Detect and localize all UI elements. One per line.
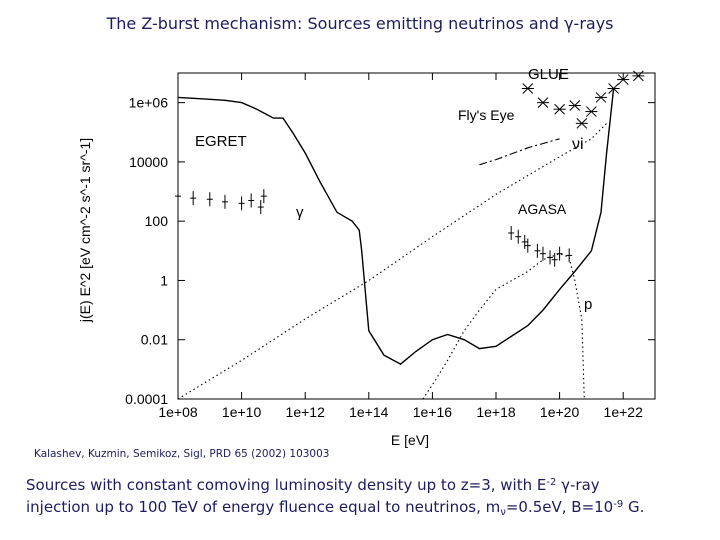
egret-data-point xyxy=(190,191,197,206)
agasa-data-point xyxy=(508,225,515,240)
glue-data-point xyxy=(536,97,549,108)
agasa-data-point xyxy=(551,252,558,267)
x-axis-label: E [eV] xyxy=(391,432,429,448)
agasa-data-point xyxy=(524,238,531,253)
agasa-data-point xyxy=(521,234,528,249)
agasa-data-point xyxy=(539,246,546,261)
egret-data-point xyxy=(175,189,181,204)
glue-data-point xyxy=(568,100,581,111)
caption-text-3: injection up to 100 TeV of energy fluenc… xyxy=(26,498,501,516)
y-axis-ticks: 1e+06 10000 100 1 0.01 0.0001 xyxy=(125,95,655,407)
chart-series-labels: EGRET γ GLUE Fly's Eye νi AGASA p xyxy=(195,66,592,313)
glue-data-point xyxy=(632,70,645,82)
chart: 1e+08 1e+10 1e+12 1e+14 1e+16 1e+18 1e+20 1e+22… xyxy=(77,66,656,448)
x-tick-label: 1e+16 xyxy=(413,404,453,420)
x-tick-label: 1e+14 xyxy=(349,404,389,420)
x-tick-label: 1e+12 xyxy=(286,404,326,420)
agasa-data-point xyxy=(566,248,573,263)
caption-exponent-2: -9 xyxy=(613,499,624,510)
x-tick-label: 1e+22 xyxy=(604,404,644,420)
x-tick-label: 1e+18 xyxy=(476,404,516,420)
glue-data-point xyxy=(607,83,620,94)
glue-data-point xyxy=(553,103,566,115)
y-tick-label: 10000 xyxy=(129,154,168,170)
glue-data-point xyxy=(585,106,598,117)
series-label-p: p xyxy=(584,296,592,313)
glue-data-point xyxy=(575,117,588,129)
x-tick-label: 1e+08 xyxy=(158,404,198,420)
series-label-agasa: AGASA xyxy=(518,201,567,217)
agasa-data-point xyxy=(556,246,563,261)
plot-border xyxy=(177,72,656,400)
plot-frame xyxy=(177,72,656,400)
egret-data-point xyxy=(248,193,255,208)
caption-text-2: γ-ray xyxy=(556,476,600,494)
caption: Sources with constant comoving luminosit… xyxy=(26,474,716,518)
agasa-data-point xyxy=(547,250,554,265)
egret-data-point xyxy=(257,200,264,215)
series-label-egret: EGRET xyxy=(195,133,247,150)
caption-text-1: Sources with constant comoving luminosit… xyxy=(26,476,547,494)
egret-data-point xyxy=(238,196,245,211)
y-axis-label: j(E) E^2 [eV cm^-2 s^-1 sr^-1] xyxy=(77,138,93,323)
series-line-fly-s-eye xyxy=(479,138,560,166)
caption-text-4: =0.5eV, B=10 xyxy=(505,498,614,516)
series-line-- xyxy=(177,88,615,365)
citation: Kalashev, Kuzmin, Semikoz, Sigl, PRD 65 … xyxy=(34,448,330,460)
series-line-p xyxy=(422,253,585,400)
series-label--: γ xyxy=(296,204,304,221)
egret-data-point xyxy=(221,194,228,209)
glue-data-point xyxy=(617,74,630,85)
chart-series-lines xyxy=(177,88,615,400)
y-tick-label: 100 xyxy=(145,213,169,229)
y-tick-label: 1 xyxy=(160,272,168,288)
y-tick-label: 0.0001 xyxy=(125,391,168,407)
egret-data-point xyxy=(206,192,213,207)
series-label-glue: GLUE xyxy=(528,66,569,83)
caption-exponent-1: -2 xyxy=(546,477,557,488)
y-tick-label: 0.01 xyxy=(141,332,168,348)
chart-data-markers xyxy=(175,70,645,267)
agasa-data-point xyxy=(515,229,522,244)
x-tick-label: 1e+10 xyxy=(222,404,262,420)
x-tick-label: 1e+20 xyxy=(540,404,580,420)
series-label--i: νi xyxy=(572,136,584,153)
series-label-fly-s-eye: Fly's Eye xyxy=(458,107,515,123)
y-tick-label: 1e+06 xyxy=(129,95,169,111)
agasa-data-point xyxy=(534,243,541,258)
caption-text-5: G. xyxy=(623,498,645,516)
caption-subscript-1: ν xyxy=(500,507,506,518)
series-line--i xyxy=(177,123,607,400)
egret-data-point xyxy=(260,189,267,204)
x-axis-ticks: 1e+08 1e+10 1e+12 1e+14 1e+16 1e+18 1e+20 1e+22 xyxy=(158,73,643,420)
glue-data-point xyxy=(594,92,607,103)
glue-data-point xyxy=(521,83,534,94)
slide-title: The Z-burst mechanism: Sources emitting … xyxy=(106,14,614,33)
